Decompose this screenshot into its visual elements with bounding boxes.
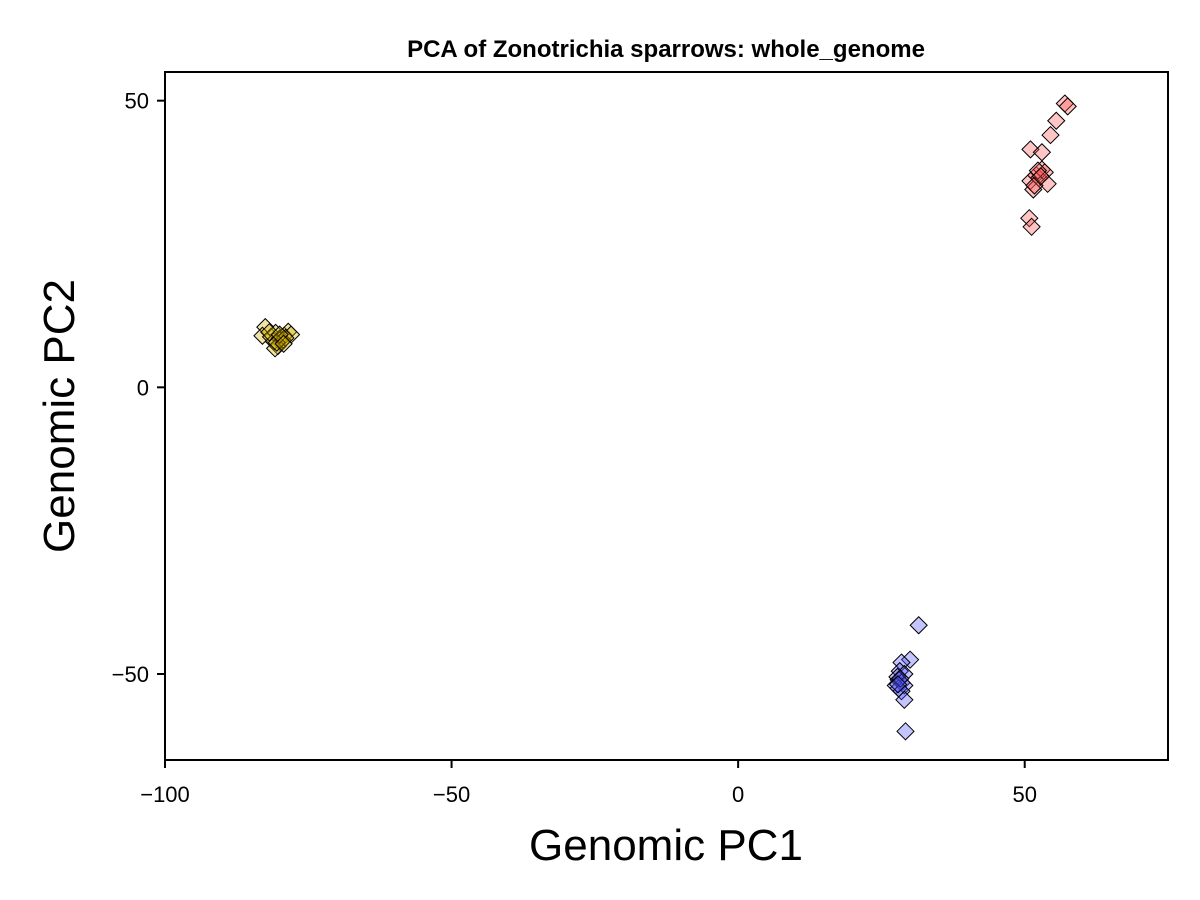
axes-layer: −100 −50 0 50 −50 0 50 xyxy=(112,89,1037,807)
y-tick-label: 50 xyxy=(125,89,149,114)
points-layer xyxy=(253,94,1077,741)
data-point xyxy=(1058,97,1077,116)
chart-title: PCA of Zonotrichia sparrows: whole_genom… xyxy=(407,36,925,63)
plot-frame xyxy=(164,71,1169,761)
data-point xyxy=(909,616,928,635)
data-point xyxy=(1041,125,1060,145)
data-point xyxy=(1038,174,1057,194)
x-tick-label: 0 xyxy=(732,782,744,807)
data-point xyxy=(1031,167,1050,186)
data-point xyxy=(896,722,915,741)
data-point xyxy=(1025,176,1044,195)
data-point xyxy=(888,675,908,694)
y-axis-label: Genomic PC2 xyxy=(35,279,84,553)
x-tick-label: −50 xyxy=(433,782,470,807)
data-point xyxy=(1022,217,1041,237)
data-point xyxy=(265,339,285,358)
data-point xyxy=(1047,111,1066,130)
y-tick-label: −50 xyxy=(112,662,149,687)
x-tick-label: 50 xyxy=(1012,782,1036,807)
data-point xyxy=(892,681,911,701)
x-tick-label: −100 xyxy=(140,782,190,807)
data-point xyxy=(274,334,293,353)
data-point xyxy=(895,690,914,710)
y-tick-label: 0 xyxy=(137,375,149,400)
data-point xyxy=(1020,208,1039,228)
data-point xyxy=(270,325,289,344)
x-axis-label: Genomic PC1 xyxy=(529,821,803,870)
